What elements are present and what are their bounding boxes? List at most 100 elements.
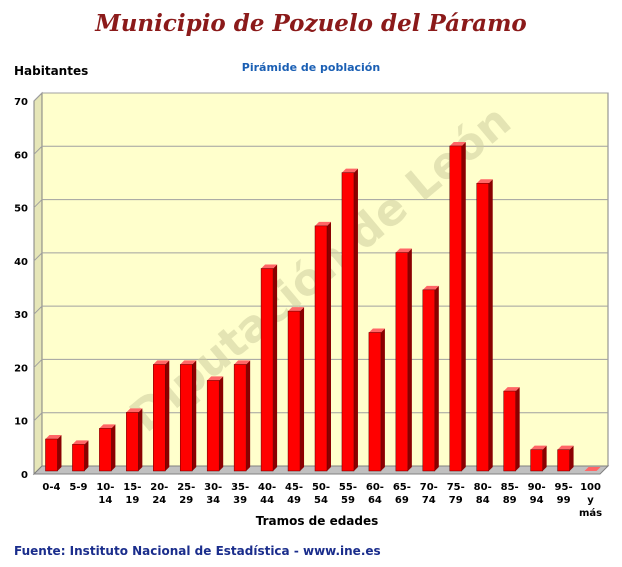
x-tick-label: 59 xyxy=(341,495,355,506)
x-axis-label: Tramos de edades xyxy=(255,514,379,528)
bar-top xyxy=(234,360,251,365)
x-tick-label: 95- xyxy=(555,482,573,493)
x-tick-label: 20- xyxy=(150,482,168,493)
bar xyxy=(206,380,220,472)
x-tick-label: 34 xyxy=(206,495,220,506)
bar-top xyxy=(395,248,412,253)
x-tick-label: 54 xyxy=(314,495,328,506)
bar-side xyxy=(461,141,466,471)
gridline-wall xyxy=(33,305,43,315)
page-title: Municipio de Pozuelo del Páramo xyxy=(95,10,527,37)
bar-top xyxy=(45,435,62,440)
x-tick-label: 10- xyxy=(96,482,114,493)
x-tick-label: 65- xyxy=(393,482,411,493)
y-tick-label: 30 xyxy=(14,310,28,321)
y-tick-label: 70 xyxy=(14,97,28,108)
x-tick-label: 49 xyxy=(287,495,301,506)
bar-top xyxy=(261,264,278,269)
bar xyxy=(530,449,543,472)
x-tick-label: 60- xyxy=(366,482,384,493)
bar xyxy=(233,364,247,472)
bar-top xyxy=(557,445,574,450)
bar-side xyxy=(57,435,62,471)
x-tick-label: 14 xyxy=(98,495,112,506)
bar-side xyxy=(273,264,278,471)
bar xyxy=(126,412,139,472)
bar xyxy=(153,364,166,472)
x-tick-label: 40- xyxy=(258,482,276,493)
x-tick-label: 5-9 xyxy=(69,482,87,493)
bar-side xyxy=(327,221,331,471)
x-tick-label: 75- xyxy=(447,482,465,493)
bar-side xyxy=(246,360,251,471)
bar-top xyxy=(341,168,358,173)
x-tick-label: 94 xyxy=(530,495,544,506)
bar xyxy=(395,252,409,472)
bar-side xyxy=(434,285,439,471)
x-tick-label: 35- xyxy=(231,482,249,493)
x-tick-label: 79 xyxy=(449,495,463,506)
x-tick-label: 84 xyxy=(476,495,490,506)
x-tick-label: y xyxy=(587,495,594,506)
bar-side xyxy=(542,445,547,471)
x-tick-label: 70- xyxy=(420,482,438,493)
bar-side xyxy=(219,376,224,471)
x-tick-label: más xyxy=(579,507,602,519)
bar-top xyxy=(126,408,143,413)
x-tick-label: 30- xyxy=(204,482,222,493)
bar xyxy=(287,310,301,472)
bar-side xyxy=(300,307,305,471)
gridline-wall xyxy=(33,359,43,368)
x-tick-label: 89 xyxy=(503,495,517,506)
x-tick-label: 64 xyxy=(368,495,382,506)
x-tick-label: 45- xyxy=(285,482,303,493)
bar-top xyxy=(476,179,493,184)
bar xyxy=(422,289,436,472)
gridline-wall xyxy=(33,252,43,262)
bar-side xyxy=(192,360,197,471)
y-tick-label: 20 xyxy=(14,363,28,374)
bar-side xyxy=(407,248,412,471)
y-tick-label: 10 xyxy=(14,417,28,428)
x-tick-label: 99 xyxy=(557,495,571,506)
x-tick-label: 100 xyxy=(580,482,601,493)
bar xyxy=(314,225,328,472)
x-tick-label: 69 xyxy=(395,495,409,506)
bar-side xyxy=(138,408,143,471)
bar-side xyxy=(380,328,385,471)
bar xyxy=(368,332,382,472)
bar-side xyxy=(515,387,520,471)
bar xyxy=(503,390,516,472)
bar-side xyxy=(84,440,89,471)
bar-top xyxy=(368,328,385,333)
y-tick-label: 50 xyxy=(14,204,28,215)
bar-side xyxy=(165,360,170,471)
bar-top xyxy=(530,445,547,450)
y-axis-label: Habitantes xyxy=(14,64,89,78)
gridline-wall xyxy=(33,199,43,208)
bar xyxy=(260,268,274,472)
bar-side xyxy=(353,168,358,471)
bar-top xyxy=(449,141,466,146)
bar-side xyxy=(488,179,493,471)
bar xyxy=(449,145,463,472)
gridline-wall xyxy=(33,92,43,102)
chart-title: Pirámide de población xyxy=(241,61,381,74)
bar xyxy=(45,438,58,472)
y-tick-label: 40 xyxy=(14,257,28,268)
bar-top xyxy=(99,424,116,429)
x-tick-label: 80- xyxy=(474,482,492,493)
bar xyxy=(99,428,112,472)
bar-top xyxy=(584,467,601,471)
x-tick-label: 50- xyxy=(312,482,330,493)
source-credit: Fuente: Instituto Nacional de Estadístic… xyxy=(14,544,381,558)
bar-top xyxy=(72,440,89,445)
x-tick-label: 19 xyxy=(125,495,139,506)
bar xyxy=(341,172,355,472)
x-tick-label: 74 xyxy=(422,495,436,506)
x-tick-label: 15- xyxy=(123,482,141,493)
bar xyxy=(179,364,193,472)
bar-top xyxy=(180,360,197,365)
x-tick-label: 39 xyxy=(233,495,247,506)
